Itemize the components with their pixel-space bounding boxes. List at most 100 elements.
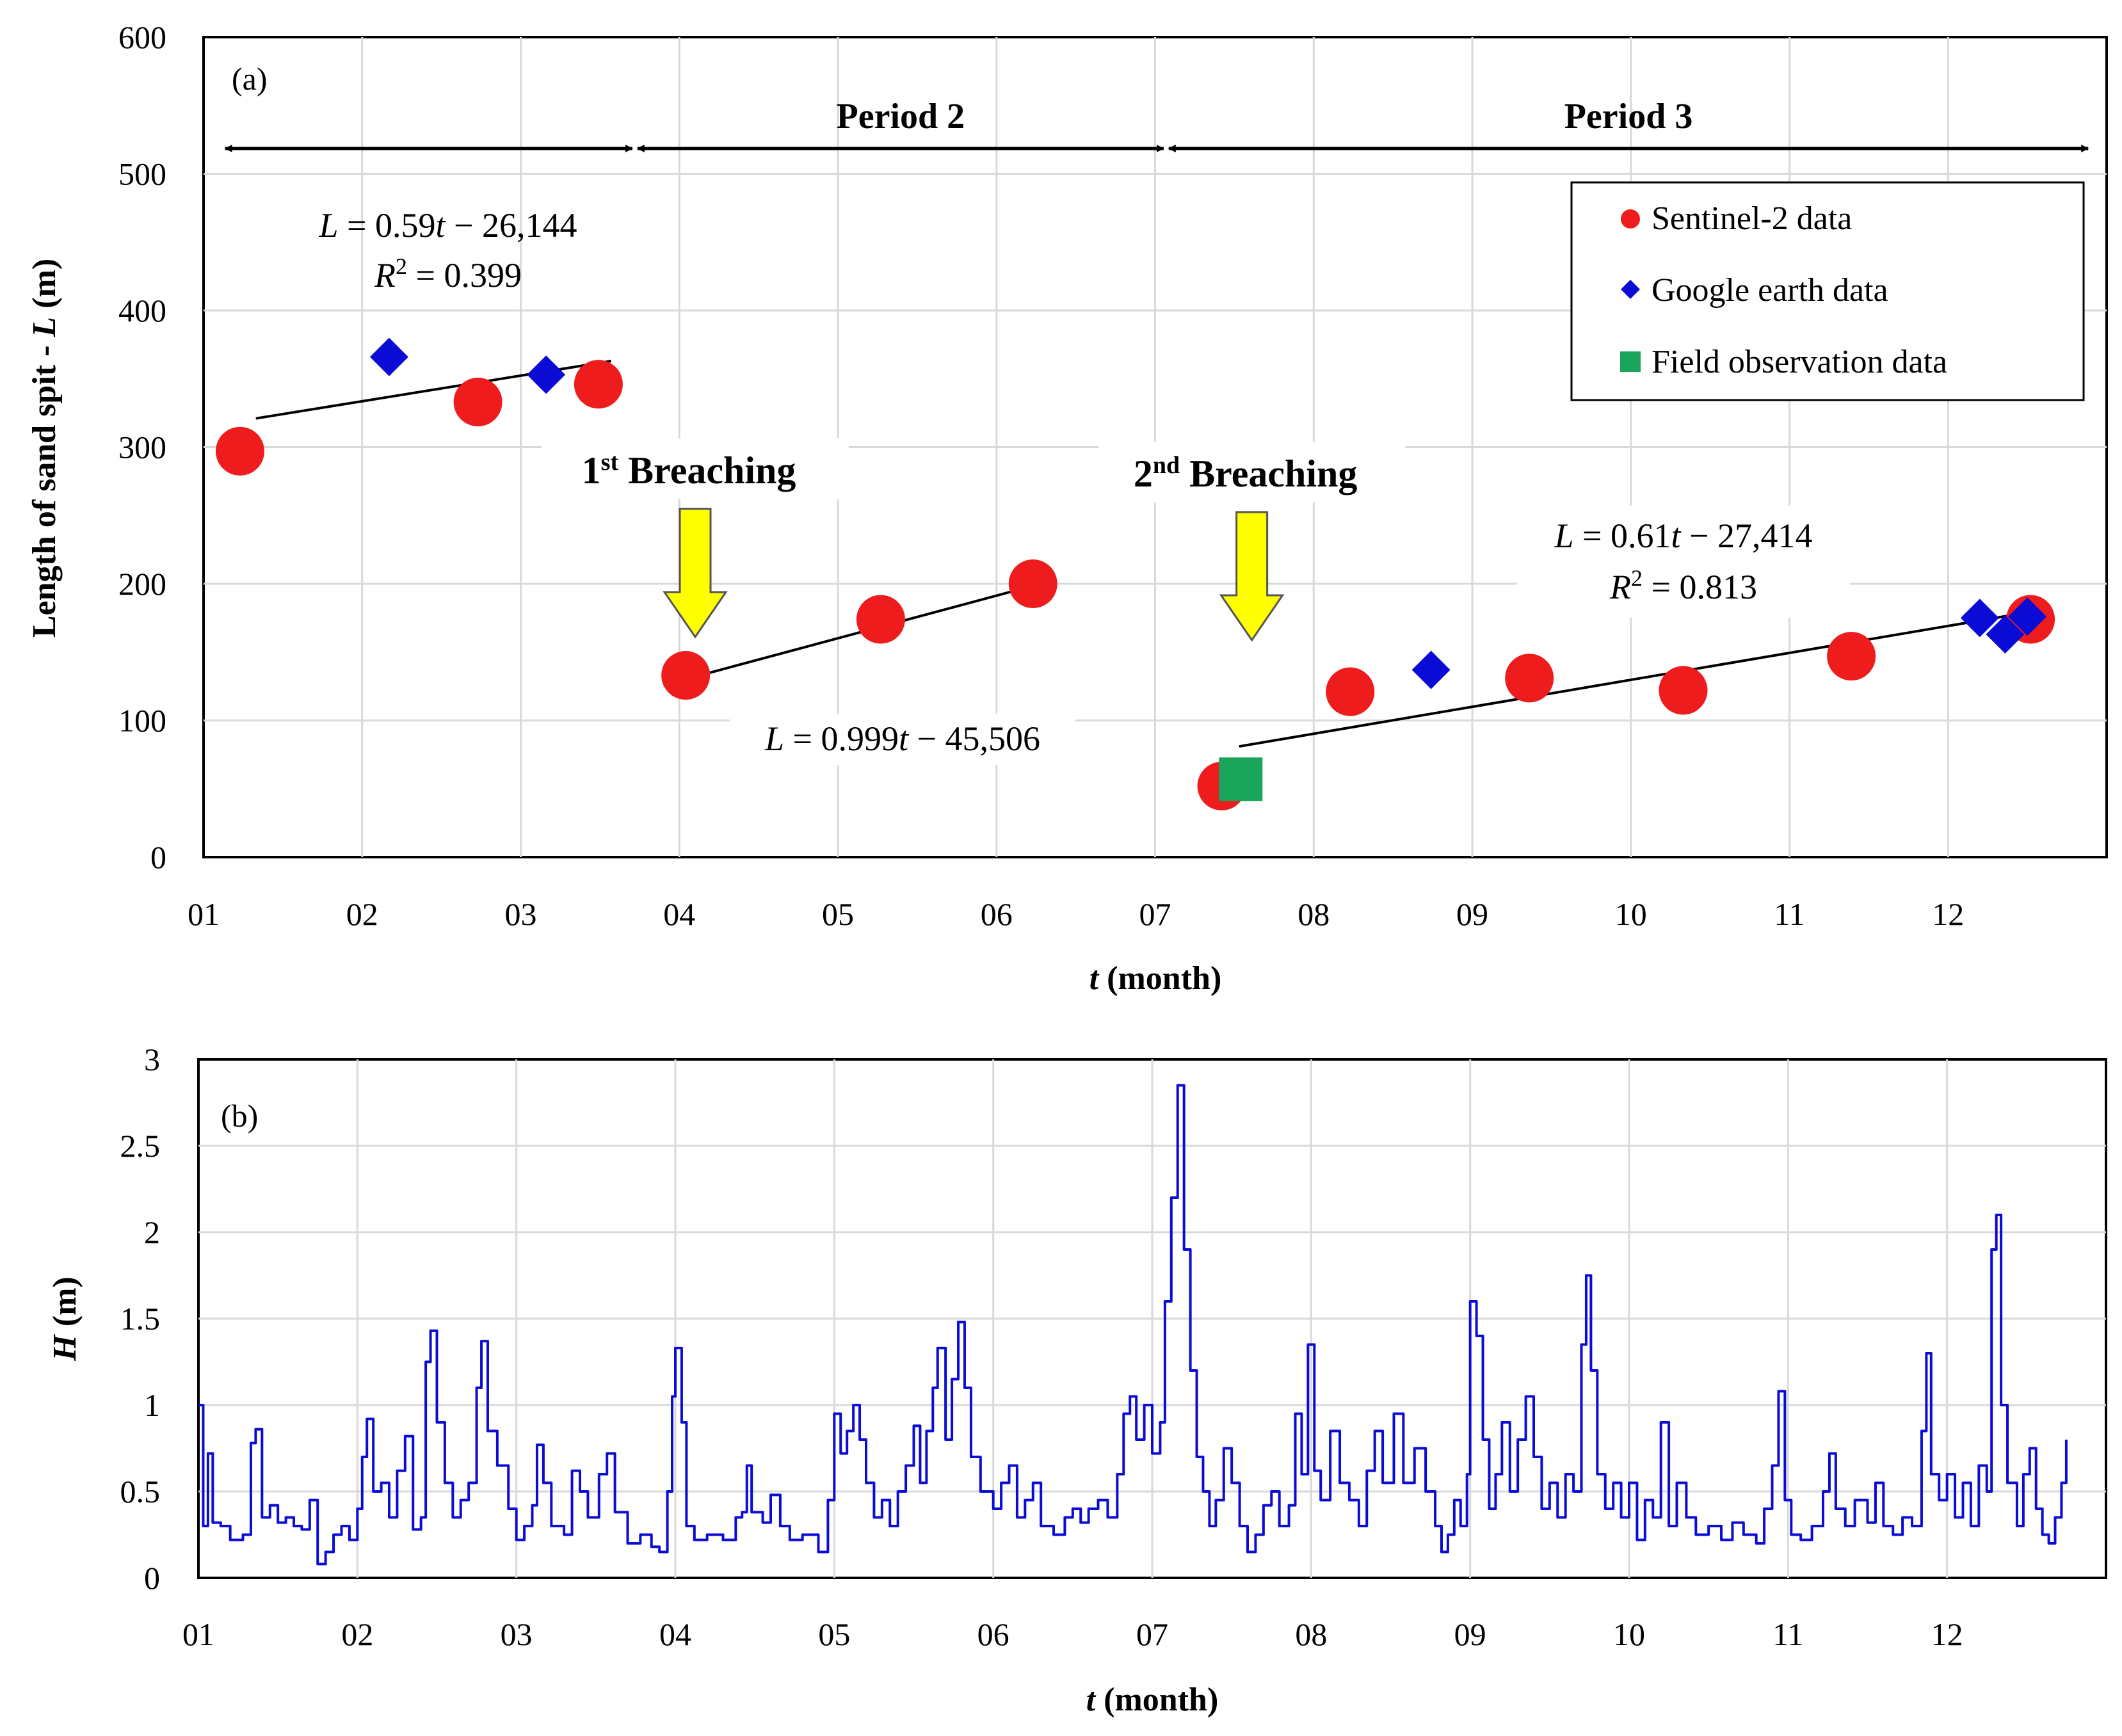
sentinel-point: [574, 360, 623, 409]
breaching-label-bg: [1098, 442, 1406, 502]
panel-a-y-tick-label: 500: [118, 156, 166, 192]
breaching-label-bg: [542, 438, 849, 499]
equation-2-bg: [730, 714, 1075, 765]
r2-1: R2 = 0.399: [374, 253, 522, 294]
panel-a-x-tick-label: 09: [1456, 896, 1488, 932]
panel-b-x-tick-label: 09: [1454, 1616, 1486, 1652]
sentinel-point: [1827, 632, 1876, 681]
period-arrows: Period 2 Period 3: [224, 97, 2089, 152]
equation-period-1: L = 0.59t − 26,144 R2 = 0.399: [319, 206, 577, 294]
google-earth-point: [527, 355, 566, 394]
legend-sentinel-label: Sentinel-2 data: [1652, 200, 1852, 237]
panel-a-x-tick-label: 11: [1774, 896, 1805, 932]
panel-b-x-tick-label: 06: [977, 1616, 1009, 1652]
panel-a-x-tick-label: 02: [346, 896, 378, 932]
breaching-annotations: 1st Breaching 2nd Breaching: [542, 438, 1406, 642]
wave-height-series-line: [198, 1084, 2068, 1566]
sentinel-point: [453, 378, 502, 427]
panel-a-x-tick-label: 07: [1139, 896, 1171, 932]
panel-a-label: (a): [232, 61, 268, 97]
panel-a: 0 100 200 300 400 500 600 01 02 03 04 05 06 07 08 09 10…: [26, 19, 2108, 997]
legend: Sentinel-2 data Google earth data Field …: [1570, 181, 2085, 401]
google-earth-point: [1411, 650, 1451, 689]
panel-a-points: [215, 337, 2055, 810]
sentinel-point: [1505, 654, 1554, 703]
sentinel-point: [215, 426, 264, 476]
equation-period-2: L = 0.999t − 45,506: [730, 714, 1075, 765]
sentinel-point: [661, 651, 711, 700]
panel-b-y-tick-label: 2.5: [120, 1128, 161, 1164]
panel-b-x-tick-label: 04: [659, 1616, 691, 1652]
panel-b-y-tick-label: 1: [144, 1387, 160, 1423]
panel-a-y-tick-label: 300: [118, 430, 166, 465]
breaching-arrow: [663, 508, 728, 639]
panel-a-x-tick-label: 01: [188, 896, 220, 932]
legend-sentinel-marker: [1621, 209, 1640, 229]
sentinel-point: [856, 595, 905, 644]
google-earth-point: [1960, 599, 1999, 638]
google-earth-point: [369, 337, 408, 376]
panel-a-grid: [204, 37, 2107, 857]
equation-3-bg: [1517, 506, 1850, 618]
panel-a-y-tick-label: 400: [118, 293, 166, 328]
panel-b-x-tick-label: 12: [1931, 1616, 1963, 1652]
legend-field-marker: [1620, 351, 1641, 372]
panel-b-x-ticks: 01 02 03 04 05 06 07 08 09 10 11 12: [182, 1616, 1963, 1652]
period-label: Period 3: [1564, 97, 1693, 136]
panel-a-x-ticks: 01 02 03 04 05 06 07 08 09 10 11 12: [188, 896, 1964, 932]
legend-google-marker: [1621, 280, 1640, 299]
panel-b-y-tick-label: 1.5: [120, 1301, 161, 1337]
panel-b-label: (b): [221, 1098, 258, 1134]
panel-b-y-tick-label: 0.5: [120, 1474, 161, 1509]
panel-a-y-tick-label: 100: [118, 703, 166, 739]
sentinel-point: [1659, 666, 1708, 715]
panel-a-y-tick-label: 600: [118, 19, 166, 55]
panel-b-x-axis-label: t (month): [1086, 1682, 1219, 1718]
panel-b-y-tick-label: 0: [144, 1560, 160, 1596]
panel-a-y-axis-label: Length of sand spit - L (m): [26, 259, 63, 638]
field-observation-point: [1219, 757, 1263, 801]
legend-google-label: Google earth data: [1652, 272, 1888, 309]
panel-a-y-ticks: 0 100 200 300 400 500 600: [118, 19, 166, 875]
panel-b-x-tick-label: 03: [501, 1616, 533, 1652]
panel-b-x-tick-label: 10: [1613, 1616, 1645, 1652]
panel-a-x-tick-label: 04: [663, 896, 695, 932]
breaching-label: 1st Breaching: [582, 449, 796, 492]
panel-a-x-tick-label: 10: [1615, 896, 1647, 932]
panel-b-x-tick-label: 01: [182, 1616, 214, 1652]
equation-1: L = 0.59t − 26,144: [319, 206, 577, 245]
breaching-arrow: [1219, 511, 1285, 642]
panel-b-x-tick-label: 02: [341, 1616, 373, 1652]
equation-3: L = 0.61t − 27,414: [1554, 517, 1813, 555]
legend-field-label: Field observation data: [1652, 344, 1947, 380]
sentinel-point: [1008, 559, 1057, 608]
google-earth-point: [1986, 615, 2025, 654]
panel-a-x-tick-label: 03: [505, 896, 537, 932]
panel-b-y-axis-label: H (m): [47, 1276, 83, 1361]
panel-a-x-tick-label: 05: [822, 896, 854, 932]
google-earth-point: [2008, 597, 2047, 636]
panel-b-y-ticks: 0 0.5 1 1.5 2 2.5 3: [120, 1041, 161, 1596]
legend-box: [1570, 181, 2085, 401]
trend-line: [1239, 609, 2036, 748]
panel-b-x-tick-label: 05: [818, 1616, 850, 1652]
panel-b-x-tick-label: 08: [1295, 1616, 1327, 1652]
panel-a-y-tick-label: 200: [118, 566, 166, 602]
period-label: Period 2: [837, 97, 965, 136]
panel-a-x-tick-label: 08: [1298, 896, 1330, 932]
equation-2: L = 0.999t − 45,506: [764, 719, 1040, 758]
equation-period-3: L = 0.61t − 27,414 R2 = 0.813: [1517, 506, 1850, 618]
breaching-label: 2nd Breaching: [1134, 452, 1358, 495]
panel-b-y-tick-label: 2: [144, 1214, 160, 1250]
panel-a-x-tick-label: 12: [1932, 896, 1964, 932]
panel-b-x-tick-label: 11: [1772, 1616, 1803, 1652]
panel-b-y-tick-label: 3: [144, 1041, 160, 1077]
panel-a-x-tick-label: 06: [981, 896, 1013, 932]
panel-a-y-tick-label: 0: [150, 839, 166, 875]
panel-b: 0 0.5 1 1.5 2 2.5 3 01 02 03 04 05 06 07 08 09 10 11 12 (…: [47, 1041, 2107, 1718]
r2-3: R2 = 0.813: [1609, 565, 1757, 606]
panel-a-x-axis-label: t (month): [1089, 960, 1222, 997]
panel-b-x-tick-label: 07: [1136, 1616, 1168, 1652]
sentinel-point: [1326, 667, 1375, 716]
